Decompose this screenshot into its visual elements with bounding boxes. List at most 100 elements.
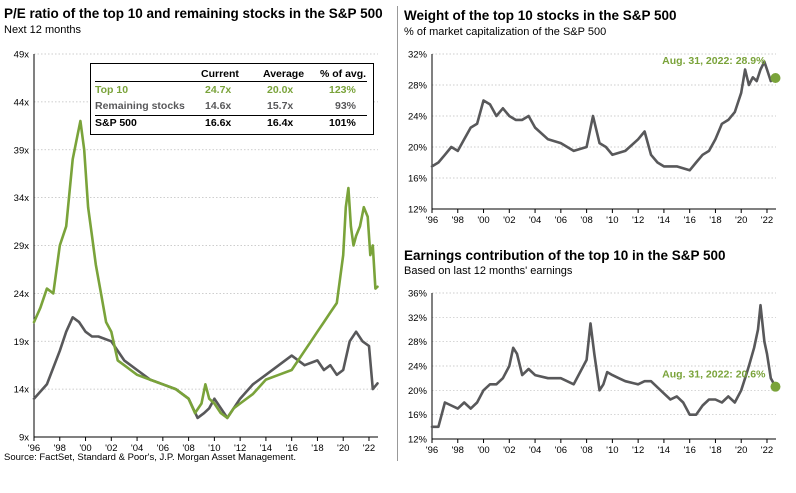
table-header-rule <box>95 81 367 82</box>
row-current: 24.7x <box>205 84 232 96</box>
x-tick-label: '00 <box>79 443 91 454</box>
y-tick-label: 14x <box>14 385 30 396</box>
series-line-top-10-weight <box>430 60 777 172</box>
x-tick-label: '16 <box>683 215 695 226</box>
endpoint-marker <box>770 73 781 84</box>
series-line-top-10 <box>32 119 379 420</box>
table-header-average: Average <box>263 68 305 80</box>
x-tick-label: '08 <box>580 215 592 226</box>
series-line-remaining-stocks <box>32 316 379 420</box>
annotation-label: Aug. 31, 2022: 20.6% <box>662 369 766 381</box>
table-row-remaining: Remaining stocks 14.6x 15.7x 93% <box>91 100 373 116</box>
row-pct: 101% <box>329 117 356 129</box>
row-pct: 93% <box>335 100 357 112</box>
earnings-chart-subtitle: Based on last 12 months' earnings <box>404 265 573 277</box>
table-row-rule <box>95 115 367 116</box>
x-tick-label: '06 <box>555 215 567 226</box>
x-tick-label: '20 <box>735 445 747 456</box>
table-row-sp500: S&P 500 16.6x 16.4x 101% <box>91 117 373 133</box>
y-tick-label: 24% <box>408 362 428 373</box>
row-current: 16.6x <box>205 117 232 129</box>
series-line-top-10-earnings-contribution <box>430 303 777 429</box>
panel-divider <box>397 6 398 461</box>
x-tick-label: '98 <box>452 215 464 226</box>
y-tick-label: 20% <box>408 386 428 397</box>
x-tick-label: '00 <box>477 215 489 226</box>
x-tick-label: '10 <box>606 215 618 226</box>
pe-chart-title: P/E ratio of the top 10 and remaining st… <box>4 6 383 21</box>
y-tick-label: 28% <box>408 81 428 92</box>
source-note: Source: FactSet, Standard & Poor's, J.P.… <box>4 452 297 463</box>
row-pct: 123% <box>329 84 356 96</box>
x-tick-label: '16 <box>285 443 297 454</box>
x-tick-label: '22 <box>761 215 773 226</box>
x-tick-label: '96 <box>426 445 438 456</box>
y-tick-label: 36% <box>408 289 428 300</box>
x-tick-label: '20 <box>337 443 349 454</box>
x-tick-label: '06 <box>555 445 567 456</box>
x-tick-label: '22 <box>363 443 375 454</box>
table-header-pct-of-avg: % of avg. <box>320 68 367 80</box>
y-tick-label: 24x <box>14 289 30 300</box>
row-average: 15.7x <box>267 100 294 112</box>
x-tick-label: '96 <box>28 443 40 454</box>
x-tick-label: '98 <box>54 443 66 454</box>
weight-chart-title: Weight of the top 10 stocks in the S&P 5… <box>404 8 677 23</box>
y-tick-label: 29x <box>14 241 30 252</box>
row-label: S&P 500 <box>95 117 137 129</box>
row-average: 16.4x <box>267 117 294 129</box>
y-tick-label: 20% <box>408 143 428 154</box>
x-tick-label: '18 <box>709 445 721 456</box>
x-tick-label: '14 <box>658 215 670 226</box>
table-header-current: Current <box>201 68 239 80</box>
y-tick-label: 32% <box>408 313 428 324</box>
x-tick-label: '04 <box>131 443 143 454</box>
x-tick-label: '12 <box>234 443 246 454</box>
y-tick-label: 34x <box>14 193 30 204</box>
x-tick-label: '96 <box>426 215 438 226</box>
endpoint-marker <box>770 381 781 392</box>
x-tick-label: '14 <box>260 443 272 454</box>
row-current: 14.6x <box>205 100 232 112</box>
y-tick-label: 16% <box>408 410 428 421</box>
y-tick-label: 39x <box>14 145 30 156</box>
x-tick-label: '18 <box>709 215 721 226</box>
x-tick-label: '06 <box>157 443 169 454</box>
x-tick-label: '08 <box>182 443 194 454</box>
row-label: Remaining stocks <box>95 100 185 112</box>
y-tick-label: 24% <box>408 112 428 123</box>
weight-chart-subtitle: % of market capitalization of the S&P 50… <box>404 26 607 38</box>
y-tick-label: 16% <box>408 174 428 185</box>
x-tick-label: '00 <box>477 445 489 456</box>
x-tick-label: '02 <box>503 215 515 226</box>
x-tick-label: '10 <box>606 445 618 456</box>
pe-chart-subtitle: Next 12 months <box>4 24 82 36</box>
y-tick-label: 12% <box>408 205 428 216</box>
x-tick-label: '02 <box>503 445 515 456</box>
row-average: 20.0x <box>267 84 294 96</box>
earnings-chart-title: Earnings contribution of the top 10 in t… <box>404 248 726 263</box>
x-tick-label: '04 <box>529 445 541 456</box>
y-tick-label: 9x <box>19 433 29 444</box>
x-tick-label: '20 <box>735 215 747 226</box>
x-tick-label: '12 <box>632 215 644 226</box>
y-tick-label: 32% <box>408 50 428 61</box>
x-tick-label: '04 <box>529 215 541 226</box>
x-tick-label: '16 <box>683 445 695 456</box>
x-tick-label: '22 <box>761 445 773 456</box>
x-tick-label: '10 <box>208 443 220 454</box>
y-tick-label: 19x <box>14 337 30 348</box>
x-tick-label: '02 <box>105 443 117 454</box>
x-tick-label: '14 <box>658 445 670 456</box>
x-tick-label: '08 <box>580 445 592 456</box>
x-tick-label: '98 <box>452 445 464 456</box>
y-tick-label: 44x <box>14 97 30 108</box>
table-row-top10: Top 10 24.7x 20.0x 123% <box>91 84 373 100</box>
pe-summary-table: Current Average % of avg. Top 10 24.7x 2… <box>90 63 374 135</box>
annotation-label: Aug. 31, 2022: 28.9% <box>662 55 766 67</box>
x-tick-label: '12 <box>632 445 644 456</box>
x-tick-label: '18 <box>311 443 323 454</box>
